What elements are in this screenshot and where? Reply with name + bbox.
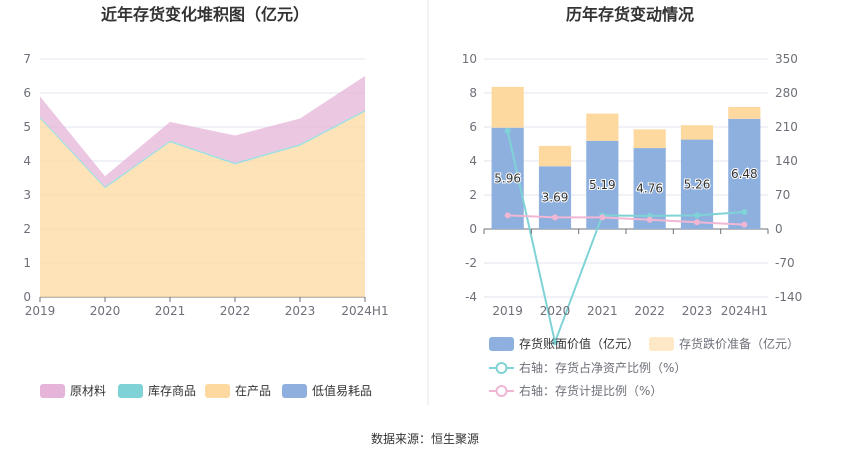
line-series-0 <box>506 130 745 346</box>
legend-swatch-impairment <box>649 337 674 351</box>
line-point-1 <box>552 214 558 221</box>
legend-label-line-0: 右轴：存货占净资产比例（%） <box>519 360 686 375</box>
line-point-1 <box>741 221 748 228</box>
legend-label-库存商品: 库存商品 <box>148 383 196 398</box>
right-x-tick-label: 2021 <box>587 304 618 318</box>
right-legend: 存货账面价值（亿元） 存货跌价准备（亿元） 右轴：存货占净资产比例（%） 右轴：存货计… <box>489 336 799 398</box>
data-source: 数据来源：恒生聚源 <box>371 431 479 446</box>
right-right-tick-label: -70 <box>775 256 795 270</box>
legend-label-原材料: 原材料 <box>70 384 106 398</box>
bar-impairment <box>680 125 714 140</box>
bar-impairment <box>538 145 572 167</box>
left-x-tick-label: 2022 <box>220 304 251 318</box>
left-y-tick-label: 5 <box>23 120 31 134</box>
bar-impairment <box>491 86 524 128</box>
right-left-tick-label: 2 <box>469 188 477 202</box>
bar-line-chart: 历年存货变动情况 5.963.695.19 4.76 5.266.48 -4-202… <box>462 5 803 398</box>
right-bars <box>491 86 761 229</box>
legend-swatch-库存商品 <box>118 384 143 398</box>
line-point-0 <box>552 339 558 346</box>
right-right-tick-label: 280 <box>775 86 798 100</box>
left-y-tick-label: 6 <box>23 86 31 100</box>
left-y-tick-label: 1 <box>23 256 31 270</box>
area-在产品 <box>40 111 365 297</box>
right-right-tick-label: 140 <box>775 154 798 168</box>
left-x-tick-label: 2020 <box>90 304 121 318</box>
right-right-tick-label: 70 <box>775 188 790 202</box>
left-x-tick-label: 2021 <box>155 304 186 318</box>
right-y-axis-right: -140 -70 0 70 140 210 280 350 <box>775 52 802 304</box>
left-areas <box>40 76 365 297</box>
line-series-1 <box>507 214 745 226</box>
left-y-tick-label: 4 <box>23 154 31 168</box>
bar-value-label: 5.96 <box>494 171 521 185</box>
line-point-1 <box>504 212 511 219</box>
line-point-1 <box>646 216 653 223</box>
right-y-axis-left: -4 -2 0 2 4 6 8 10 <box>462 52 477 304</box>
right-left-tick-label: 8 <box>469 86 477 100</box>
bar-value-label: 5.19 <box>589 178 616 192</box>
right-x-axis: 2019 2020 2021 2022 2023 2024H1 <box>483 229 769 318</box>
right-x-tick-label: 2019 <box>492 304 523 318</box>
right-lines <box>504 127 748 346</box>
bar-value-label: 5.26 <box>684 177 711 191</box>
right-left-tick-label: -4 <box>465 290 477 304</box>
legend-swatch-在产品 <box>205 384 230 398</box>
left-x-tick-label: 2024H1 <box>341 304 388 318</box>
bar-value-label: 4.76 <box>636 182 663 196</box>
right-right-tick-label: 350 <box>775 52 798 66</box>
right-right-tick-label: 210 <box>775 120 798 134</box>
legend-label-impairment: 存货跌价准备（亿元） <box>679 336 799 351</box>
left-x-axis: 2019 2020 2021 2022 2023 2024H1 <box>25 297 389 318</box>
right-left-tick-label: 10 <box>462 52 477 66</box>
right-x-tick-label: 2022 <box>634 304 665 318</box>
line-point-1 <box>599 214 606 221</box>
legend-label-book-value: 存货账面价值（亿元） <box>519 336 639 351</box>
bar-impairment <box>633 129 666 149</box>
right-chart-title: 历年存货变动情况 <box>566 5 694 24</box>
legend-swatch-原材料 <box>40 384 65 398</box>
left-y-tick-label: 7 <box>23 52 31 66</box>
left-y-tick-label: 2 <box>23 222 31 236</box>
bar-impairment <box>586 113 619 141</box>
line-point-0 <box>504 127 511 134</box>
right-left-tick-label: -2 <box>465 256 477 270</box>
right-left-tick-label: 0 <box>469 222 477 236</box>
legend-label-line-1: 右轴：存货计提比例（%） <box>519 383 662 398</box>
legend-marker-1 <box>495 385 508 397</box>
right-gridlines <box>484 58 768 298</box>
left-y-axis: 0 1 2 3 4 5 6 7 <box>23 52 31 304</box>
line-point-0 <box>694 212 700 219</box>
right-bar-labels: 5.96 3.69 5.19 4.76 5.26 6.48 <box>493 166 758 206</box>
bar-impairment <box>728 106 761 119</box>
right-left-tick-label: 6 <box>469 120 477 134</box>
legend-marker-0 <box>495 362 508 374</box>
right-x-tick-label: 2024H1 <box>721 304 768 318</box>
left-x-tick-label: 2023 <box>285 304 316 318</box>
line-point-0 <box>741 209 748 215</box>
right-x-tick-label: 2020 <box>540 304 571 318</box>
left-x-tick-label: 2019 <box>25 304 56 318</box>
legend-swatch-低值易耗品 <box>282 384 307 398</box>
right-right-tick-label: 0 <box>775 222 783 236</box>
legend-label-低值易耗品: 低值易耗品 <box>312 383 372 398</box>
legend-label-在产品: 在产品 <box>235 384 271 398</box>
bar-value-label: 3.69 <box>542 191 569 205</box>
area-原材料 <box>40 76 365 187</box>
right-left-tick-label: 4 <box>469 154 477 168</box>
right-x-tick-label: 2023 <box>682 304 713 318</box>
legend-swatch-book-value <box>489 337 514 351</box>
line-point-1 <box>694 219 700 226</box>
left-legend: 原材料 库存商品 在产品 低值易耗品 <box>40 383 372 398</box>
bar-value-label: 6.48 <box>731 167 758 181</box>
left-y-tick-label: 0 <box>23 290 31 304</box>
right-right-tick-label: -140 <box>775 290 802 304</box>
left-chart-title: 近年存货变化堆积图（亿元） <box>101 5 309 24</box>
left-y-tick-label: 3 <box>23 188 31 202</box>
